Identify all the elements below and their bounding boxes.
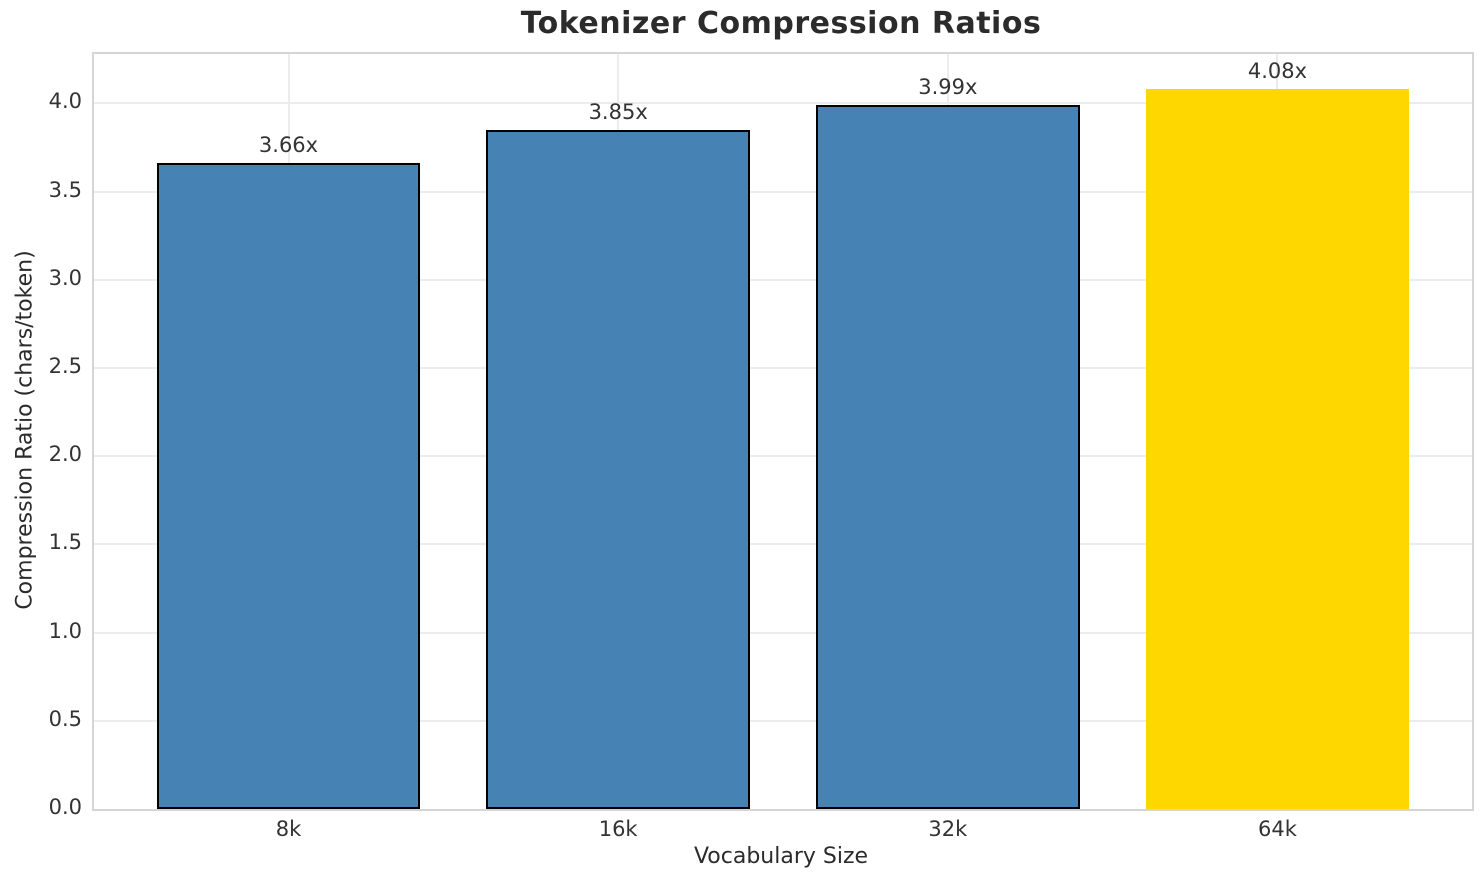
gridline-horizontal	[94, 631, 1472, 634]
x-tick-label: 32k	[928, 817, 968, 841]
gridline-horizontal	[94, 102, 1472, 105]
y-tick-label: 3.0	[48, 265, 82, 290]
gridline-horizontal	[94, 366, 1472, 369]
chart-title: Tokenizer Compression Ratios	[520, 6, 1042, 41]
gridline-horizontal	[94, 278, 1472, 281]
y-tick-label: 2.0	[48, 442, 82, 467]
y-tick-label: 1.5	[48, 530, 82, 555]
bar-32k	[815, 105, 1080, 809]
y-axis-title-text: Compression Ratio (chars/token)	[12, 250, 38, 610]
x-tick-label: 16k	[598, 817, 638, 841]
y-tick-label: 0.0	[48, 795, 82, 819]
x-tick-label: 64k	[1258, 817, 1297, 841]
bar-value-label: 3.66x	[258, 133, 319, 158]
y-tick-label: 0.5	[48, 706, 82, 731]
y-tick-label: 2.5	[48, 353, 82, 378]
x-tick-label: 8k	[275, 817, 302, 841]
bar-16k	[486, 129, 751, 809]
gridline-horizontal	[94, 190, 1472, 193]
bar-value-label: 3.99x	[918, 75, 978, 100]
y-tick-label: 4.0	[48, 89, 82, 114]
x-axis-title: Vocabulary Size	[693, 844, 869, 869]
bar-64k	[1145, 89, 1410, 809]
bar-value-label: 3.85x	[588, 99, 648, 124]
gridline-horizontal	[94, 719, 1472, 722]
y-tick-label: 3.5	[48, 177, 82, 202]
gridline-horizontal	[94, 455, 1472, 458]
gridline-horizontal	[94, 543, 1472, 546]
y-tick-label: 1.0	[48, 618, 82, 643]
bar-8k	[156, 163, 421, 809]
bar-value-label: 4.08x	[1247, 59, 1308, 84]
plot-area: 0.0 0.5 1.0 1.5 2.0 2.5 3.0 3.5 4.0 3.66x 8k 3.85x 1…	[49, 52, 1474, 841]
